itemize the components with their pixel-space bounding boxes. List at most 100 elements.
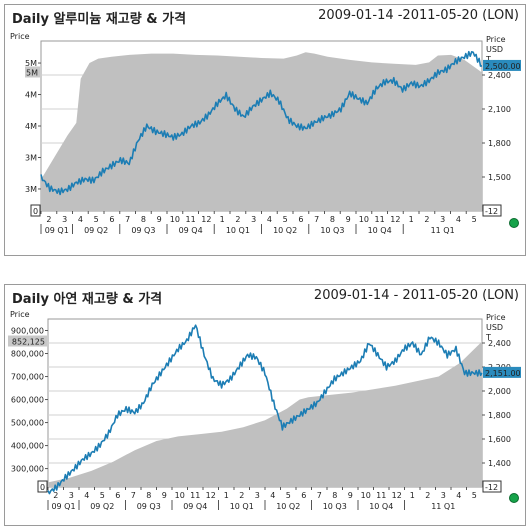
- left-axis-tick-label: 800,000: [11, 350, 44, 359]
- x-axis-quarter-label: 09 Q3: [137, 502, 161, 511]
- left-axis-tick-label: 5M: [25, 59, 37, 68]
- zinc-chart-svg: 1,4001,6001,8002,0002,2002,400300,000400…: [8, 310, 521, 511]
- x-axis-month-label: 1: [224, 491, 229, 500]
- left-axis-tick-label: 4M: [25, 122, 37, 131]
- x-axis-month-label: 5: [286, 491, 291, 500]
- left-axis-label: Price: [10, 32, 30, 41]
- x-axis-month-label: 11: [190, 491, 200, 500]
- chart-title: Daily 아연 재고량 & 가격: [12, 292, 163, 307]
- x-axis-month-label: 3: [441, 491, 446, 500]
- zero-badge-label: 0: [40, 483, 45, 492]
- x-axis-quarter-label: 09 Q4: [183, 502, 207, 511]
- right-axis-label: Price: [486, 313, 506, 322]
- left-axis-tick-label: 400,000: [11, 442, 44, 451]
- left-last-value-label: 5M: [26, 68, 38, 77]
- right-last-value-badge: [483, 366, 521, 378]
- zinc-chart-panel: Daily 아연 재고량 & 가격 2009-01-14 - 2011-05-2…: [4, 284, 526, 526]
- x-axis-month-label: 6: [109, 215, 114, 224]
- right-last-value-label: 2,151.00: [485, 369, 521, 378]
- x-axis-quarter-label: 09 Q3: [131, 226, 155, 235]
- left-axis-tick-label: 500,000: [11, 419, 44, 428]
- x-axis-month-label: 10: [170, 215, 180, 224]
- left-last-value-label: 852,125: [12, 338, 45, 347]
- x-axis-month-label: 9: [346, 215, 351, 224]
- x-axis-month-label: 6: [115, 491, 120, 500]
- bottom-right-badge-label: -12: [485, 483, 498, 492]
- left-axis-tick-label: 3M: [25, 153, 37, 162]
- x-axis-month-label: 2: [235, 215, 240, 224]
- x-axis-month-label: 10: [361, 491, 371, 500]
- chart-date-range: 2009-01-14 -2011-05-20 (LON): [318, 8, 519, 23]
- x-axis-month-label: 1: [220, 215, 225, 224]
- inventory-area-series: [48, 341, 482, 487]
- chart-title: Daily 알루미늄 재고량 & 가격: [12, 12, 187, 27]
- x-axis-month-label: 8: [146, 491, 151, 500]
- x-axis-month-label: 6: [298, 215, 303, 224]
- x-axis-month-label: 2: [425, 491, 430, 500]
- x-axis-month-label: 4: [456, 491, 461, 500]
- x-axis-month-label: 3: [69, 491, 74, 500]
- x-axis-month-label: 3: [62, 215, 67, 224]
- left-axis-tick-label: 600,000: [11, 396, 44, 405]
- x-axis-month-label: 9: [157, 215, 162, 224]
- x-axis-quarter-label: 10 Q3: [320, 226, 344, 235]
- x-axis-quarter-label: 09 Q2: [84, 226, 108, 235]
- x-axis-quarter-label: 09 Q1: [51, 502, 75, 511]
- right-axis-tick-label: 2,000: [488, 387, 511, 396]
- right-axis-unit: USD: [486, 323, 503, 332]
- x-axis-month-label: 1: [409, 215, 414, 224]
- right-axis-unit: T: [485, 333, 491, 342]
- x-axis-month-label: 5: [472, 491, 477, 500]
- x-axis-quarter-label: 10 Q1: [230, 502, 254, 511]
- right-axis-tick-label: 2,400: [488, 339, 511, 348]
- x-axis-month-label: 3: [251, 215, 256, 224]
- right-axis-tick-label: 1,500: [488, 173, 511, 182]
- left-axis-tick-label: 4M: [25, 91, 37, 100]
- x-axis-month-label: 4: [456, 215, 461, 224]
- left-axis-tick-label: 300,000: [11, 465, 44, 474]
- status-dot-icon: [509, 218, 519, 228]
- x-axis-month-label: 4: [267, 215, 272, 224]
- left-axis-label: Price: [10, 310, 30, 319]
- right-axis-label: Price: [486, 35, 506, 44]
- x-axis-month-label: 1: [410, 491, 415, 500]
- x-axis-month-label: 12: [392, 491, 402, 500]
- x-axis-quarter-label: 10 Q4: [369, 502, 393, 511]
- x-axis-month-label: 11: [376, 491, 386, 500]
- aluminum-chart-svg: 1,500 1,800 2,100 2,400 3M 3M 4M 4M 5M Price Price…: [10, 32, 521, 235]
- x-axis-month-label: 12: [201, 215, 211, 224]
- left-axis-tick-label: 3M: [25, 185, 37, 194]
- bottom-right-badge: [482, 204, 502, 217]
- x-axis-month-label: 12: [206, 491, 216, 500]
- left-last-value-badge: [8, 335, 47, 347]
- x-axis-month-label: 5: [472, 215, 477, 224]
- x-axis-month-label: 2: [53, 491, 58, 500]
- x-axis-month-label: 7: [131, 491, 136, 500]
- right-axis-tick-label: 1,800: [488, 139, 511, 148]
- x-axis-month-label: 4: [84, 491, 89, 500]
- x-axis-month-label: 2: [46, 215, 51, 224]
- x-axis-month-label: 8: [141, 215, 146, 224]
- x-axis-quarter-label: 10 Q4: [368, 226, 392, 235]
- x-axis-month-label: 4: [270, 491, 275, 500]
- x-axis-month-label: 7: [317, 491, 322, 500]
- x-axis-month-label: 6: [301, 491, 306, 500]
- inventory-area-series: [41, 52, 482, 211]
- x-axis-month-label: 5: [283, 215, 288, 224]
- x-axis-month-label: 2: [239, 491, 244, 500]
- x-axis-quarter-label: 09 Q1: [45, 226, 69, 235]
- zero-badge: [30, 204, 41, 217]
- x-axis-month-label: 10: [175, 491, 185, 500]
- left-last-value-badge: [25, 66, 40, 78]
- x-axis-month-label: 3: [440, 215, 445, 224]
- x-axis-quarter-label: 09 Q2: [90, 502, 114, 511]
- x-axis-quarter-label: 11 Q1: [431, 502, 455, 511]
- right-last-value-badge: [483, 59, 521, 71]
- x-axis-month-label: 4: [78, 215, 83, 224]
- aluminum-chart-panel: Daily 알루미늄 재고량 & 가격 2009-01-14 -2011-05-…: [4, 4, 526, 256]
- x-axis-quarter-label: 10 Q3: [323, 502, 347, 511]
- x-axis-quarter-label: 10 Q2: [276, 502, 300, 511]
- x-axis-month-label: 8: [330, 215, 335, 224]
- x-axis-quarter-label: 10 Q2: [273, 226, 297, 235]
- zero-badge-label: 0: [33, 207, 38, 216]
